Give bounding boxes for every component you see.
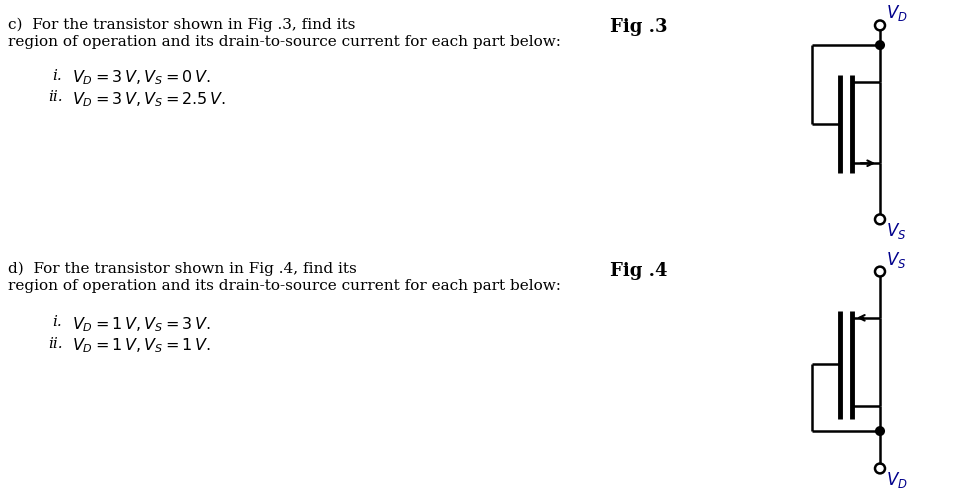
Text: Fig .3: Fig .3 (610, 17, 668, 35)
Text: $V_D$: $V_D$ (886, 471, 908, 491)
Text: c)  For the transistor shown in Fig .3, find its: c) For the transistor shown in Fig .3, f… (8, 17, 355, 32)
Text: Fig .4: Fig .4 (610, 262, 668, 280)
Text: d)  For the transistor shown in Fig .4, find its: d) For the transistor shown in Fig .4, f… (8, 262, 357, 276)
Text: ii.: ii. (48, 337, 63, 351)
Text: $V_D = 3\,V, V_S = 2.5\,V.$: $V_D = 3\,V, V_S = 2.5\,V.$ (72, 90, 226, 109)
Text: i.: i. (52, 315, 62, 329)
Text: $V_D = 3\,V, V_S = 0\,V.$: $V_D = 3\,V, V_S = 0\,V.$ (72, 69, 210, 88)
Text: ii.: ii. (48, 90, 63, 105)
Text: $V_S$: $V_S$ (886, 221, 906, 242)
Circle shape (876, 427, 884, 435)
Text: i.: i. (52, 69, 62, 83)
Text: $V_S$: $V_S$ (886, 249, 906, 269)
Text: $V_D$: $V_D$ (886, 3, 908, 23)
Text: $V_D = 1\,V, V_S = 1\,V.$: $V_D = 1\,V, V_S = 1\,V.$ (72, 337, 210, 355)
Circle shape (876, 41, 884, 49)
Text: region of operation and its drain-to-source current for each part below:: region of operation and its drain-to-sou… (8, 35, 561, 49)
Text: region of operation and its drain-to-source current for each part below:: region of operation and its drain-to-sou… (8, 279, 561, 293)
Text: $V_D = 1\,V, V_S = 3\,V.$: $V_D = 1\,V, V_S = 3\,V.$ (72, 315, 210, 334)
